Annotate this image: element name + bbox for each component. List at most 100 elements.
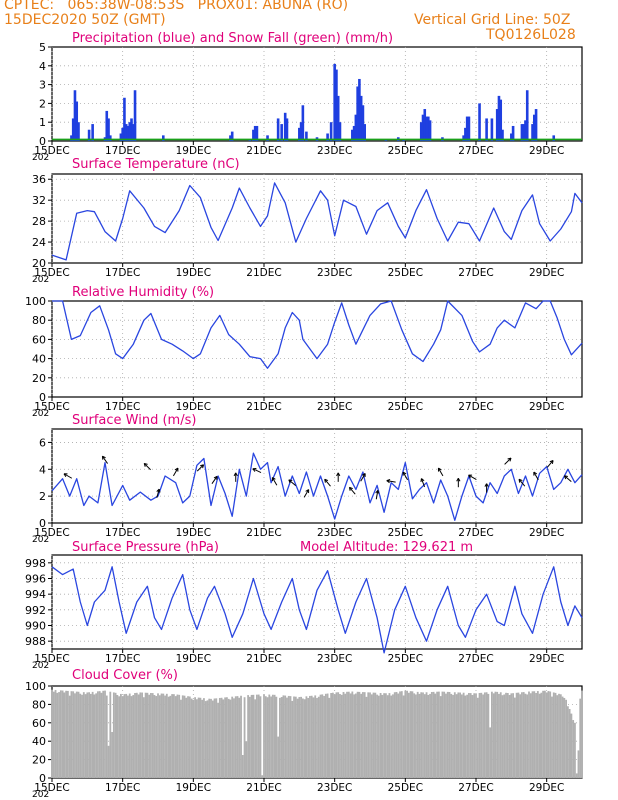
cloud-xtick-label: 21DEC: [246, 782, 281, 794]
cloud-bar: [436, 691, 439, 778]
cloud-bar: [67, 690, 69, 778]
cloud-bar: [116, 695, 119, 778]
cloud-bar: [482, 694, 484, 778]
cloud-bar: [526, 694, 529, 778]
cloud-bar: [411, 691, 414, 778]
cloud-bar: [250, 694, 253, 778]
cloud-bar: [496, 691, 499, 778]
cloud-bar: [112, 692, 115, 778]
wind-arrow-shaft: [303, 489, 310, 498]
cloud-bar: [190, 698, 193, 778]
cloud-bar: [187, 696, 189, 778]
rain-bar: [298, 127, 301, 141]
wind-xtick-label: 21DEC: [246, 527, 281, 539]
rh-xtick-label: 23DEC: [317, 401, 352, 413]
cloud-bar: [568, 709, 571, 778]
cloud-bar: [277, 736, 280, 778]
cloud-bar: [183, 695, 186, 778]
cloud-bar: [575, 773, 578, 778]
wind-xtick-label: 19DEC: [176, 527, 211, 539]
cloud-bar: [178, 694, 181, 778]
wind-arrow-head: [349, 486, 353, 490]
cloud-bar: [400, 691, 403, 778]
cloud-bar: [492, 693, 495, 778]
rain-bar: [329, 122, 333, 141]
cloud-bar: [512, 693, 514, 778]
wind-arrow: [63, 473, 73, 479]
cloud-bar: [150, 692, 152, 778]
cloud-bar: [399, 691, 401, 778]
cloud-bar: [231, 696, 234, 778]
rain-bar: [109, 135, 112, 141]
cloud-bar: [52, 691, 55, 778]
cloud-bar: [139, 692, 142, 778]
rain-bar: [525, 90, 529, 141]
cloud-bar: [204, 701, 207, 778]
cloud-bar: [349, 693, 352, 778]
wind-arrow: [402, 471, 409, 481]
wind-arrow-shaft: [63, 473, 73, 479]
cloud-bar: [469, 693, 472, 778]
cloud-bar: [392, 694, 394, 778]
precip-title: Precipitation (blue) and Snow Fall (gree…: [72, 31, 393, 46]
cloud-bar: [347, 691, 350, 778]
cloud-bar: [354, 693, 357, 778]
wind-arrow-head: [377, 490, 380, 494]
temp-year-label: 202: [32, 275, 49, 285]
wind-arrow-head: [533, 471, 538, 475]
rh-ytick-label: 40: [32, 353, 46, 366]
wind-arrow: [156, 488, 161, 498]
cloud-bar: [203, 698, 205, 778]
cloud-bar: [114, 692, 117, 778]
cloud-bar: [441, 691, 444, 778]
cloud-bar: [95, 693, 98, 778]
cloud-bar: [524, 693, 527, 778]
cloud-bar: [264, 696, 267, 778]
rain-bar: [478, 103, 481, 141]
cloud-bar: [146, 692, 149, 778]
cloud-bar: [234, 696, 237, 778]
rain-bar: [130, 118, 133, 141]
rain-bar: [358, 78, 361, 141]
header-date-line: 15DEC2020 50Z (GMT): [4, 12, 166, 28]
cloud-bar: [561, 696, 564, 778]
temp-xtick-label: 15DEC: [34, 267, 69, 279]
cloud-bar: [279, 697, 281, 778]
cloud-bar: [286, 697, 288, 778]
cloud-bar: [211, 700, 214, 778]
wind-xtick-label: 25DEC: [388, 527, 423, 539]
wind-panel: [48, 428, 583, 527]
cloud-xtick-label: 23DEC: [317, 782, 352, 794]
wind-arrow-head: [551, 460, 554, 464]
wind-arrow: [233, 472, 238, 482]
wind-ytick-label: 0: [39, 517, 46, 530]
pres-ytick-label: 998: [25, 557, 46, 570]
cloud-bar: [420, 692, 423, 778]
cloud-bar: [457, 692, 460, 778]
cloud-bar: [321, 694, 324, 778]
wind-arrow: [468, 474, 477, 481]
wind-arrow: [504, 457, 512, 465]
cloud-bar: [236, 696, 239, 778]
pres-year-label: 202: [32, 661, 49, 671]
cloud-bar: [305, 696, 308, 778]
pres-xtick-label: 29DEC: [529, 653, 564, 665]
cloud-xtick-label: 15DEC: [34, 782, 69, 794]
precip-xtick-label: 25DEC: [388, 145, 423, 157]
rain-bar: [162, 135, 165, 141]
precip-ytick-label: 5: [39, 41, 46, 54]
cloud-bar: [328, 697, 331, 778]
cloud-bar: [319, 694, 322, 778]
wind-arrow-head: [402, 471, 407, 475]
rain-bar: [71, 118, 75, 141]
cloud-bar: [413, 693, 416, 778]
cloud-bar: [201, 699, 204, 778]
cloud-bar: [473, 693, 476, 778]
cloud-bar: [510, 693, 513, 778]
cloud-bar: [423, 694, 426, 778]
wind-arrow-shaft: [546, 460, 554, 468]
cloud-bar: [358, 691, 361, 778]
header-station-line: CPTEC: 065:38W-08:53S PROX01: ABUNA (RO): [4, 0, 349, 13]
cloud-bar: [572, 720, 575, 778]
pres-ytick-label: 996: [25, 573, 46, 586]
